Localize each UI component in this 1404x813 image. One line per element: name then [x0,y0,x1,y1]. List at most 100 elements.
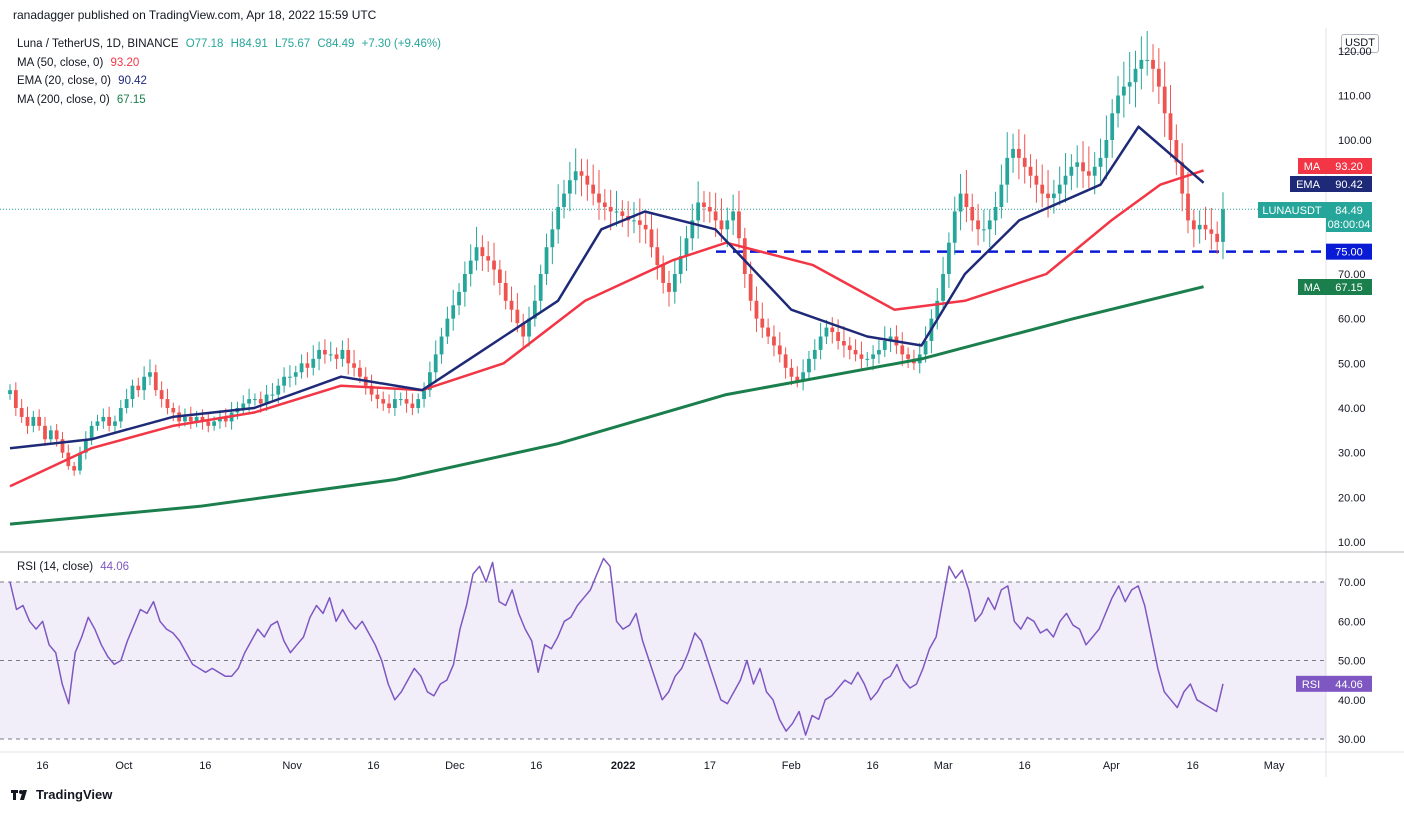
ema20-label: EMA (20, close, 0) [17,75,111,87]
time-tick-label: May [1264,760,1285,772]
candle-body [649,229,654,248]
price-tick-label: 40.00 [1338,403,1366,415]
rsi-legend[interactable]: RSI (14, close) 44.06 [17,561,129,573]
candle-body [282,376,286,386]
candle-body [941,274,945,301]
publisher-line: ranadagger published on TradingView.com,… [13,8,377,22]
candle-body [43,425,47,440]
candle-body [352,363,356,368]
time-tick-label: Nov [282,760,302,772]
candle-body [118,408,123,422]
candle-body [591,184,596,194]
candle-body [661,265,666,283]
time-tick-label: Dec [445,760,465,772]
candle-body [1156,68,1161,87]
candle-body [288,376,292,378]
candle-body [725,220,730,230]
main-legend: Luna / TetherUS, 1D, BINANCE O77.18 H84.… [17,35,445,109]
candle-body [882,341,887,350]
ma50-row[interactable]: MA (50, close, 0) 93.20 [17,54,445,73]
time-tick-label: Feb [782,760,801,772]
candle-body [1034,175,1039,185]
candle-body [538,274,543,301]
price-tick-label: 110.00 [1338,91,1371,103]
candle-body [188,416,193,422]
indicator-lines [9,125,1205,526]
candle-body [1040,184,1045,194]
candle-body [13,390,18,408]
candle-body [690,220,695,239]
candle-body [947,242,951,274]
candle-body [206,421,211,426]
candle-body [573,171,578,181]
candle-body [544,247,549,274]
candle-body [445,318,450,337]
price-axis-ticks: 10.00 20.00 30.00 40.00 50.00 60.00 70.00 100.0… [0,46,1372,549]
time-tick-label: 16 [867,760,879,772]
candle-body [78,452,82,471]
price-tick-label: 50.00 [1338,358,1366,370]
time-tick-label: 2022 [611,760,635,772]
candle-body [672,274,677,292]
time-tick-label: 16 [1187,760,1199,772]
candle-body [958,193,963,212]
candle-body [422,390,426,400]
candle-body [696,202,701,221]
currency-button[interactable]: USDT [1341,34,1379,53]
price-tick-label: 20.00 [1338,492,1366,504]
price-chart[interactable]: 10.00 20.00 30.00 40.00 50.00 60.00 70.00 100.0… [0,0,1404,780]
candle-body [801,372,806,382]
candle-body [713,211,718,221]
candle-body [585,175,590,185]
candle-body [1057,184,1062,194]
candle-body [1203,224,1208,230]
candle-body [136,385,141,391]
candle-body [369,385,374,395]
candle-body [433,354,438,373]
candle-body [993,207,998,221]
candle-body [976,220,980,230]
candle-body [567,180,572,194]
candle-body [702,202,706,207]
price-tag-value-text: 90.42 [1335,179,1363,191]
candle-body [678,256,683,274]
price-tag-name [1296,675,1326,692]
candle-body [439,336,444,355]
candle-body [789,367,794,377]
candle-body [754,300,759,319]
candle-body [1098,157,1103,167]
candle-body [1110,113,1115,140]
candle-body [101,416,106,422]
ma200-row[interactable]: MA (200, close, 0) 67.15 [17,91,445,110]
candle-body [824,327,829,337]
symbol-label[interactable]: Luna / TetherUS, 1D, BINANCE [17,38,179,50]
rsi-value: 44.06 [100,561,130,573]
candle-body [707,207,712,212]
candle-body [521,323,526,337]
ema20-value: 90.42 [118,75,147,87]
candle-body [486,256,491,261]
candle-body [982,229,986,231]
candle-body [527,318,531,337]
candle-body [72,466,77,471]
candle-body [1127,82,1132,87]
candle-body [1168,113,1173,140]
candle-body [987,220,992,230]
footer-brand[interactable]: TradingView [11,787,112,802]
candle-body [1215,233,1220,242]
last-tag-name [1258,202,1326,218]
rsi-tick-label: 70.00 [1338,577,1366,589]
candle-body [148,372,152,377]
ema20-row[interactable]: EMA (20, close, 0) 90.42 [17,72,445,91]
candle-body [258,399,263,404]
candle-body [212,421,216,426]
candle-body [334,354,339,359]
time-tick-label: 16 [530,760,542,772]
price-tag-value [1326,158,1372,174]
candle-body [25,416,30,426]
candle-body [818,336,823,350]
candle-body [60,439,65,453]
candle-body [562,193,566,207]
rsi-tick-label: 50.00 [1338,656,1366,668]
rsi-axis-ticks: 30.00 40.00 50.00 60.00 70.00 [1338,577,1366,746]
